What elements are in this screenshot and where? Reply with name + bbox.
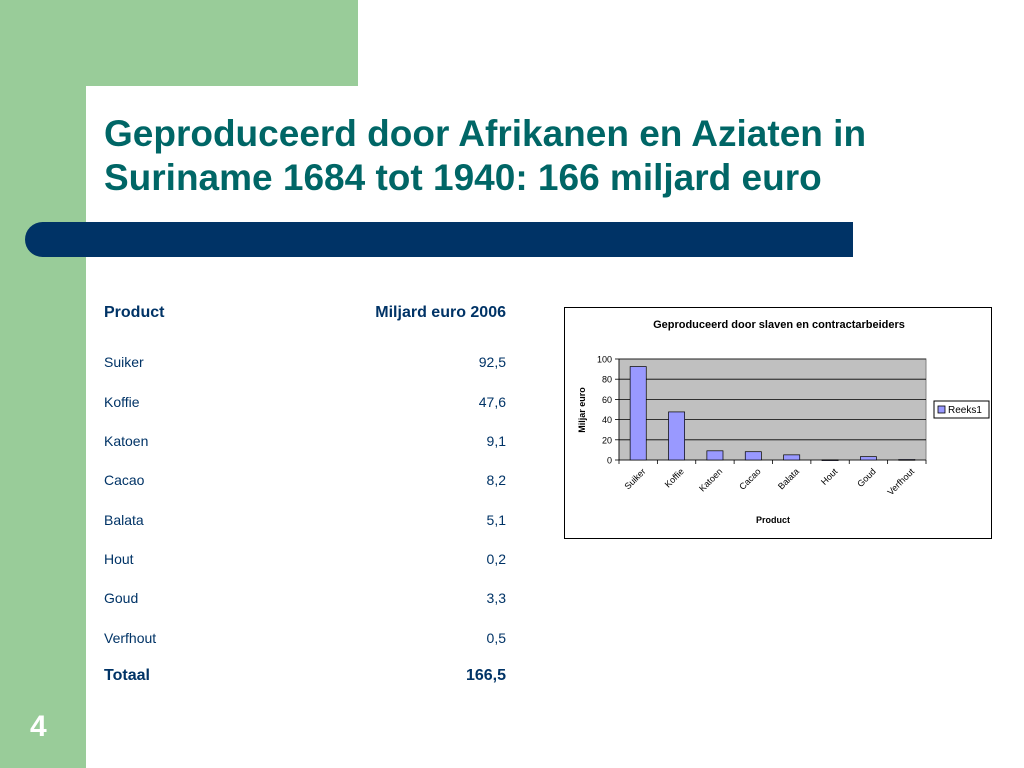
table-cell-product: Balata — [104, 512, 144, 528]
table-row: Katoen 9,1 — [104, 433, 506, 457]
x-tick-label: Cacao — [737, 466, 762, 491]
x-tick-label: Goud — [855, 466, 878, 489]
page-number: 4 — [30, 710, 47, 743]
chart-svg: Geproduceerd door slaven en contractarbe… — [577, 319, 990, 525]
table-total-value: 166,5 — [465, 667, 506, 684]
table-cell-product: Koffie — [104, 394, 140, 410]
y-tick-label: 0 — [607, 456, 612, 466]
green-sidebar-decoration — [0, 0, 86, 768]
table-total-label: Totaal — [104, 667, 150, 684]
legend-label: Reeks1 — [948, 405, 982, 416]
bar — [744, 451, 762, 461]
bar — [668, 411, 685, 461]
y-tick-label: 80 — [602, 375, 612, 385]
table-cell-product: Hout — [104, 551, 134, 567]
x-tick-label: Verfhout — [885, 466, 916, 497]
table-row: Goud 3,3 — [104, 590, 506, 614]
chart-x-axis-label: Product — [756, 515, 790, 525]
table-row: Suiker 92,5 — [104, 354, 506, 378]
legend-frame — [933, 400, 990, 419]
table-cell-value: 0,2 — [486, 551, 506, 567]
chart-title: Geproduceerd door slaven en contractarbe… — [653, 319, 905, 331]
chart-plot: 0 20 40 60 80 100 Suiker Koffie Katoen Cacao Balat… — [597, 355, 927, 497]
chart-legend: Reeks1 — [933, 400, 990, 419]
table-row: Koffie 47,6 — [104, 394, 506, 418]
table-header-row: Product Miljard euro 2006 — [104, 304, 506, 328]
table-cell-product: Suiker — [104, 354, 144, 370]
table-cell-value: 3,3 — [486, 590, 506, 606]
table-row: Balata 5,1 — [104, 512, 506, 536]
table-row: Cacao 8,2 — [104, 472, 506, 496]
legend-swatch — [937, 405, 946, 414]
table-cell-value: 9,1 — [486, 433, 506, 449]
table-row: Verfhout 0,5 — [104, 630, 506, 654]
bar — [821, 459, 839, 461]
x-tick-label: Suiker — [622, 466, 647, 491]
x-tick-label: Balata — [776, 466, 801, 491]
rounded-corner-decoration — [86, 86, 166, 166]
table-header-value: Miljard euro 2006 — [375, 304, 506, 321]
y-tick-label: 20 — [602, 435, 612, 445]
table-cell-value: 0,5 — [486, 630, 506, 646]
x-tick-label: Koffie — [663, 466, 686, 489]
green-top-decoration — [0, 0, 358, 86]
table-cell-product: Goud — [104, 590, 139, 606]
title-underline-band — [25, 222, 853, 257]
chart-y-axis-label: Miljar euro — [577, 387, 587, 433]
x-tick-label: Katoen — [697, 466, 724, 493]
x-tick-label: Hout — [819, 466, 840, 487]
table-cell-product: Verfhout — [104, 630, 157, 646]
table-cell-product: Katoen — [104, 433, 149, 449]
bar — [629, 366, 647, 461]
bar — [783, 454, 801, 461]
table-row: Hout 0,2 — [104, 551, 506, 575]
table-cell-value: 47,6 — [478, 394, 506, 410]
bar — [898, 459, 916, 461]
y-tick-label: 60 — [602, 395, 612, 405]
table-cell-value: 92,5 — [478, 354, 506, 370]
table-cell-product: Cacao — [104, 472, 145, 488]
bar — [860, 456, 877, 461]
table-cell-value: 5,1 — [486, 512, 506, 528]
bar — [706, 450, 724, 461]
plot-area — [618, 358, 927, 461]
table-total-row: Totaal 166,5 — [104, 667, 506, 691]
y-tick-label: 100 — [597, 355, 612, 365]
table-header-product: Product — [104, 304, 165, 321]
table-cell-value: 8,2 — [486, 472, 506, 488]
y-tick-label: 40 — [602, 415, 612, 425]
bar-chart: Geproduceerd door slaven en contractarbe… — [564, 307, 992, 539]
slide-title: Geproduceerd door Afrikanen en Aziaten i… — [104, 113, 867, 198]
